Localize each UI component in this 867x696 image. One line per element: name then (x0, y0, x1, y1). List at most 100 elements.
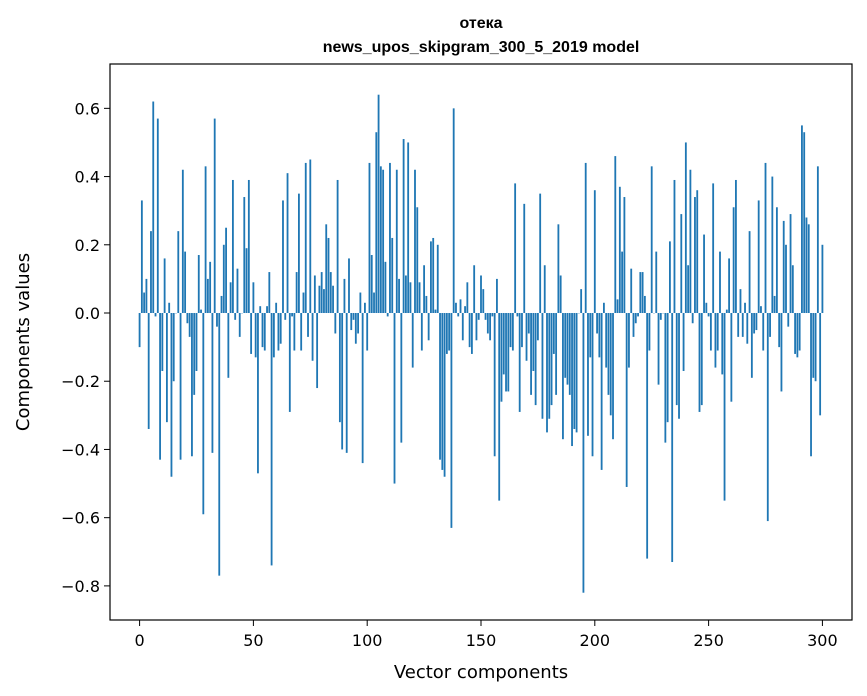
bar-49 (250, 313, 253, 354)
bar-96 (357, 313, 360, 334)
bar-82 (325, 224, 328, 314)
bar-265 (741, 313, 744, 337)
bar-263 (737, 313, 740, 337)
bar-123 (418, 282, 421, 314)
bar-195 (582, 313, 585, 593)
bar-135 (445, 313, 448, 354)
bar-146 (470, 313, 473, 354)
bar-144 (466, 282, 469, 314)
bar-50 (252, 282, 255, 314)
bar-103 (373, 292, 375, 314)
bar-119 (409, 282, 412, 314)
bar-187 (564, 313, 567, 378)
bar-106 (379, 166, 382, 314)
bar-46 (243, 197, 246, 314)
bar-196 (584, 162, 587, 314)
x-axis-label: Vector components (394, 662, 568, 683)
bar-159 (500, 313, 503, 402)
bar-200 (593, 190, 596, 314)
bar-198 (589, 313, 592, 358)
bar-266 (744, 302, 746, 314)
bar-12 (165, 313, 168, 423)
y-tick-label: 0.0 (75, 304, 100, 323)
bar-20 (184, 251, 187, 314)
bar-57 (268, 272, 271, 314)
bar-166 (516, 313, 519, 317)
bar-222 (643, 295, 646, 314)
bar-205 (605, 313, 608, 368)
bar-87 (336, 179, 339, 314)
bar-122 (416, 207, 419, 314)
bar-291 (801, 125, 803, 314)
bar-112 (393, 313, 396, 484)
bar-180 (548, 313, 551, 419)
bar-235 (673, 179, 676, 314)
bar-293 (805, 217, 808, 314)
bar-297 (814, 313, 817, 382)
bar-240 (684, 142, 687, 314)
bar-71 (300, 313, 303, 351)
bar-289 (796, 313, 799, 358)
y-tick-label: −0.6 (61, 509, 100, 528)
bar-10 (161, 313, 164, 371)
bar-25 (195, 313, 198, 371)
bar-43 (236, 268, 239, 314)
bar-90 (343, 278, 346, 314)
bar-160 (502, 313, 505, 375)
bar-42 (234, 313, 237, 320)
bar-114 (398, 278, 400, 314)
bar-223 (646, 313, 649, 559)
bar-88 (338, 313, 341, 423)
bar-38 (225, 227, 227, 314)
bar-276 (766, 313, 769, 522)
bar-60 (275, 302, 278, 314)
bar-204 (602, 302, 605, 314)
bar-34 (216, 313, 218, 327)
bar-296 (812, 313, 815, 378)
bar-239 (682, 313, 685, 371)
bar-58 (270, 313, 273, 566)
bar-118 (407, 142, 410, 314)
bar-281 (778, 313, 781, 348)
bar-69 (295, 272, 298, 314)
bar-245 (696, 190, 699, 314)
bar-137 (450, 313, 453, 528)
bar-55 (263, 313, 266, 351)
bar-23 (191, 313, 193, 457)
bar-65 (286, 173, 289, 314)
bar-53 (259, 306, 262, 314)
bar-267 (746, 313, 749, 344)
bar-21 (186, 313, 189, 324)
bar-250 (707, 313, 710, 317)
bar-216 (630, 268, 633, 314)
bar-6 (152, 101, 155, 314)
bar-109 (386, 313, 389, 317)
bar-194 (580, 289, 583, 314)
bar-133 (441, 313, 444, 470)
bar-155 (491, 313, 494, 317)
bar-279 (773, 295, 776, 314)
bar-233 (669, 241, 671, 314)
bar-1 (140, 200, 143, 314)
bar-153 (486, 313, 489, 334)
bar-177 (541, 313, 544, 419)
bar-140 (457, 313, 460, 317)
bar-249 (705, 302, 708, 314)
bar-94 (352, 313, 355, 320)
bar-275 (764, 162, 767, 314)
bar-80 (320, 272, 323, 314)
bar-188 (566, 313, 569, 385)
bar-152 (484, 313, 487, 320)
bar-171 (527, 313, 530, 334)
bar-254 (716, 313, 719, 351)
bar-48 (247, 179, 250, 314)
bar-17 (177, 231, 180, 314)
bar-175 (536, 313, 539, 341)
bar-115 (400, 313, 403, 443)
bar-130 (434, 309, 437, 314)
bar-59 (272, 313, 275, 358)
x-tick-label: 100 (352, 631, 383, 650)
bar-286 (789, 214, 792, 314)
y-tick-label: −0.4 (61, 440, 100, 459)
